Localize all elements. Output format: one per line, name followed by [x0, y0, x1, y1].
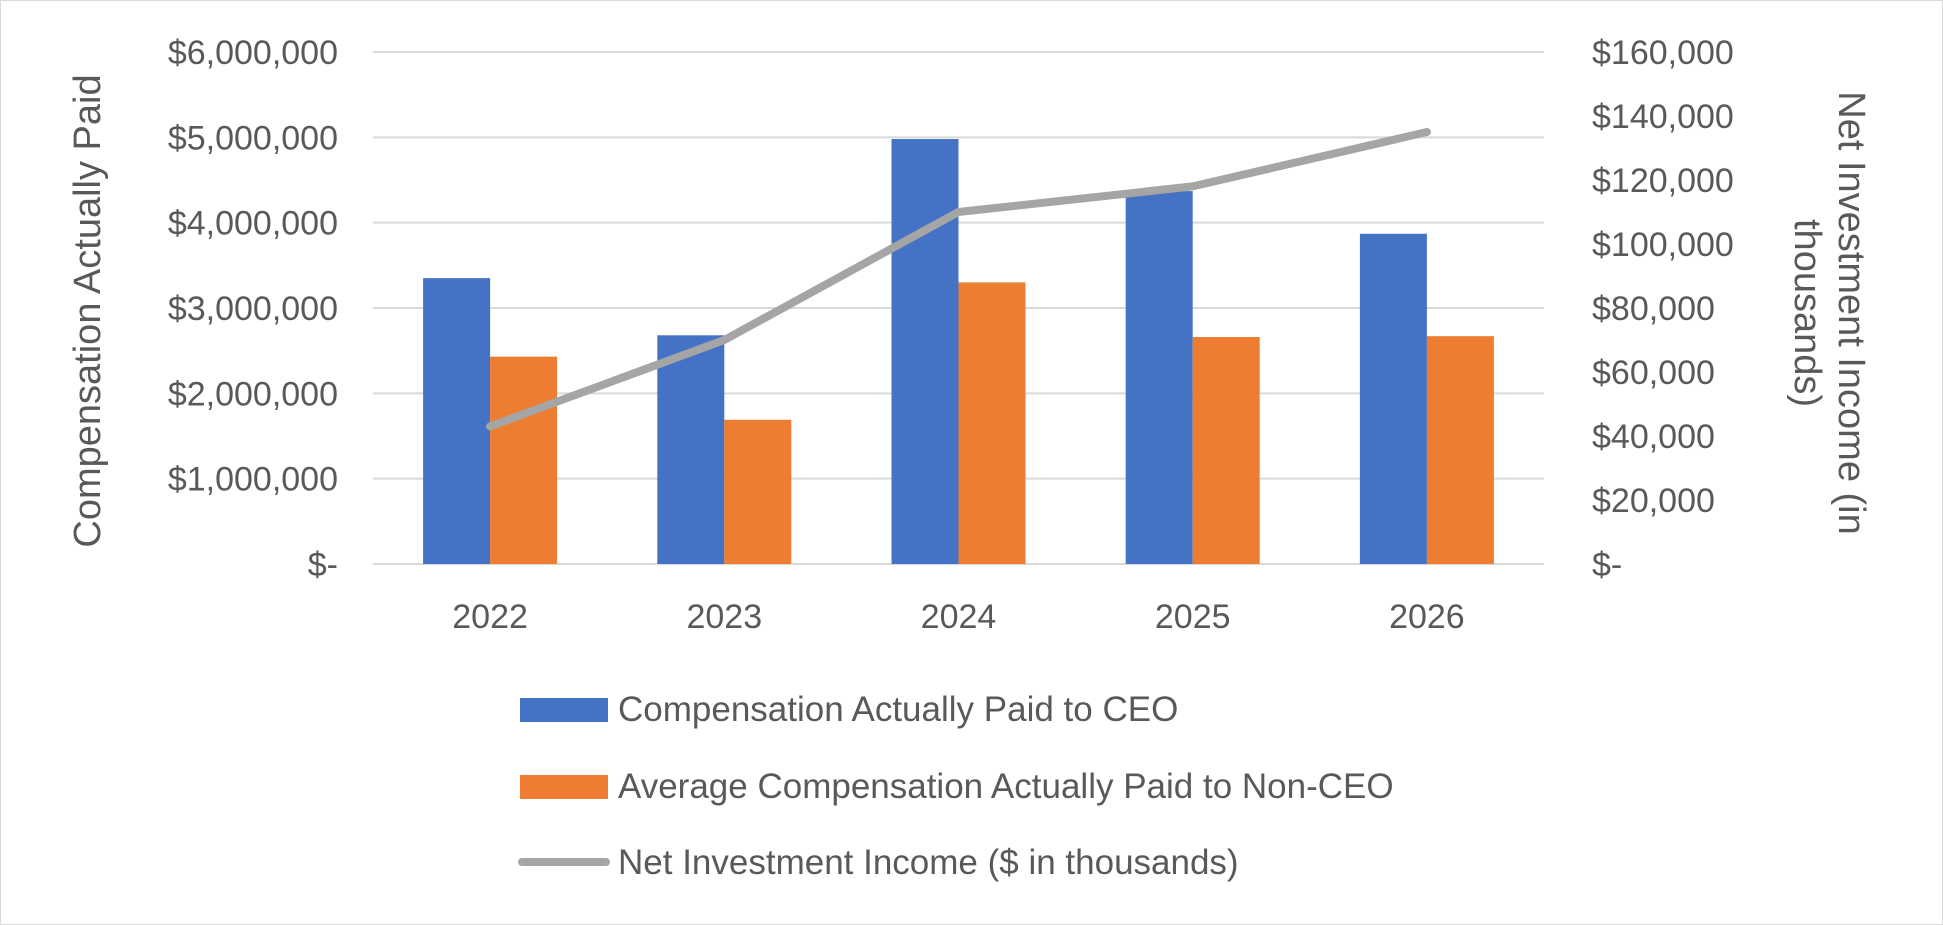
legend-swatch-non-ceo	[520, 775, 608, 799]
y-tick-label-left: $4,000,000	[168, 205, 338, 243]
y-axis-title-left: Compensation Actually Paid	[67, 74, 109, 547]
y-tick-label-right: $140,000	[1592, 98, 1734, 136]
legend-label-net-investment-income: Net Investment Income ($ in thousands)	[618, 843, 1239, 882]
bar-non-ceo-2024	[958, 282, 1026, 564]
x-tick-label: 2023	[686, 598, 762, 636]
y-tick-label-left: $5,000,000	[168, 119, 338, 157]
y-axis-title-right-line-1: Net Investment Income (in	[1830, 91, 1872, 535]
bar-non-ceo-2025	[1192, 337, 1260, 564]
legend-item-non-ceo: Average Compensation Actually Paid to No…	[520, 767, 1394, 806]
bar-non-ceo-2022	[490, 356, 558, 564]
bar-non-ceo-2023	[724, 419, 792, 564]
y-axis-title-right: Net Investment Income (in thousands)	[1786, 91, 1872, 535]
legend-label-non-ceo: Average Compensation Actually Paid to No…	[618, 767, 1394, 806]
legend-item-ceo: Compensation Actually Paid to CEO	[520, 690, 1178, 729]
y-tick-label-right: $20,000	[1592, 482, 1715, 520]
bar-ceo-2025	[1125, 191, 1193, 565]
y-tick-label-right: $160,000	[1592, 34, 1734, 72]
line-series	[486, 128, 1431, 431]
y-tick-label-right: $-	[1592, 546, 1622, 584]
line-net-investment-income	[486, 128, 1431, 431]
x-tick-label: 2022	[452, 598, 528, 636]
bar-ceo-2023	[657, 335, 725, 564]
legend: Compensation Actually Paid to CEO Averag…	[518, 690, 1394, 882]
legend-swatch-ceo	[520, 698, 608, 722]
tick-labels: $- $1,000,000 $2,000,000 $3,000,000 $4,000,0…	[168, 34, 1734, 636]
bar-non-ceo-2026	[1426, 336, 1494, 564]
y-tick-label-right: $120,000	[1592, 162, 1734, 200]
y-tick-label-right: $40,000	[1592, 418, 1715, 456]
y-tick-label-left: $2,000,000	[168, 375, 338, 413]
y-tick-label-left: $-	[308, 546, 338, 584]
x-tick-label: 2026	[1389, 598, 1465, 636]
bars	[423, 139, 1494, 565]
x-tick-label: 2025	[1155, 598, 1231, 636]
y-tick-label-right: $80,000	[1592, 290, 1715, 328]
y-tick-label-right: $100,000	[1592, 226, 1734, 264]
y-tick-label-left: $6,000,000	[168, 34, 338, 72]
bar-ceo-2022	[423, 278, 491, 564]
bar-ceo-2024	[891, 139, 959, 565]
y-tick-label-right: $60,000	[1592, 354, 1715, 392]
bar-ceo-2026	[1359, 233, 1427, 564]
x-tick-label: 2024	[921, 598, 997, 636]
y-tick-label-left: $3,000,000	[168, 290, 338, 328]
legend-label-ceo: Compensation Actually Paid to CEO	[618, 690, 1178, 729]
y-tick-label-left: $1,000,000	[168, 461, 338, 499]
legend-item-net-investment-income: Net Investment Income ($ in thousands)	[518, 843, 1239, 882]
y-axis-title-right-line-2: thousands)	[1786, 219, 1828, 407]
